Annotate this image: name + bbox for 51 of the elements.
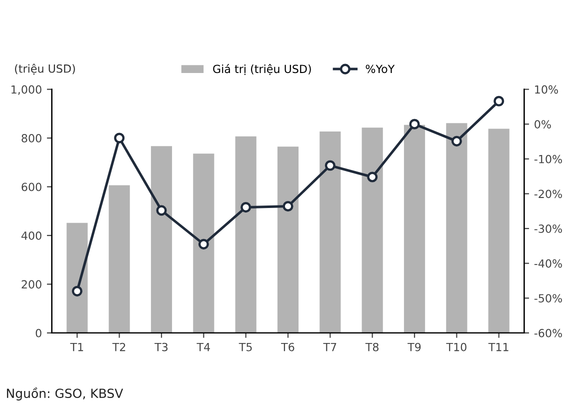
x-tick-label: T6 [281, 342, 294, 352]
y2-tick-label: -10% [534, 154, 562, 164]
x-tick-label: T3 [154, 342, 168, 352]
bar [66, 222, 88, 333]
y2-tick-label: 0% [534, 120, 551, 128]
bar [150, 146, 172, 333]
bar [235, 136, 256, 333]
point [198, 238, 209, 250]
bar [108, 185, 130, 333]
y-tick-label: 0 [36, 328, 42, 338]
point [114, 132, 125, 144]
x-tick-label: T1 [70, 342, 84, 352]
y2-tick-label: -30% [534, 224, 562, 233]
x-tick-label: T2 [112, 342, 126, 352]
y2-tick-label: -40% [534, 259, 562, 268]
bar [362, 128, 383, 333]
point [451, 136, 462, 146]
x-tick-label: T4 [196, 342, 210, 352]
point [282, 200, 294, 212]
bar [277, 146, 299, 333]
point [409, 118, 420, 130]
legend-label: Giá trị (triệu USD) [213, 64, 311, 75]
point [494, 96, 504, 106]
x-tick-label: T5 [238, 342, 252, 352]
point [367, 172, 378, 182]
x-tick-label: T10 [446, 342, 466, 352]
y2-tick-label: -60% [534, 328, 562, 338]
y2-tick-label: -50% [534, 294, 562, 302]
y2-tick-label: -20% [534, 190, 562, 198]
y-axis-title: (triệu USD) [15, 64, 75, 75]
bar [320, 131, 341, 333]
point [240, 202, 252, 213]
legend-label: %YoY [366, 64, 395, 74]
bar [193, 154, 214, 333]
y-tick-label: 800 [22, 134, 42, 142]
y-tick-label: 600 [22, 182, 42, 192]
bar [446, 123, 468, 333]
bar [488, 128, 510, 333]
y-tick-label: 400 [21, 231, 42, 240]
x-tick-label: T8 [365, 342, 379, 352]
y-tick-label: 200 [22, 280, 42, 289]
y2-tick-label: 10% [535, 85, 558, 94]
point [156, 205, 167, 216]
x-tick-label: T9 [408, 342, 421, 352]
x-tick-label: T7 [323, 342, 336, 352]
x-tick-label: T11 [488, 342, 508, 352]
bar [404, 124, 426, 333]
text: Nguồn: GSO, KBSV [6, 387, 124, 400]
point [324, 160, 336, 171]
y-tick-label: 1,000 [12, 85, 42, 95]
point [72, 286, 82, 296]
